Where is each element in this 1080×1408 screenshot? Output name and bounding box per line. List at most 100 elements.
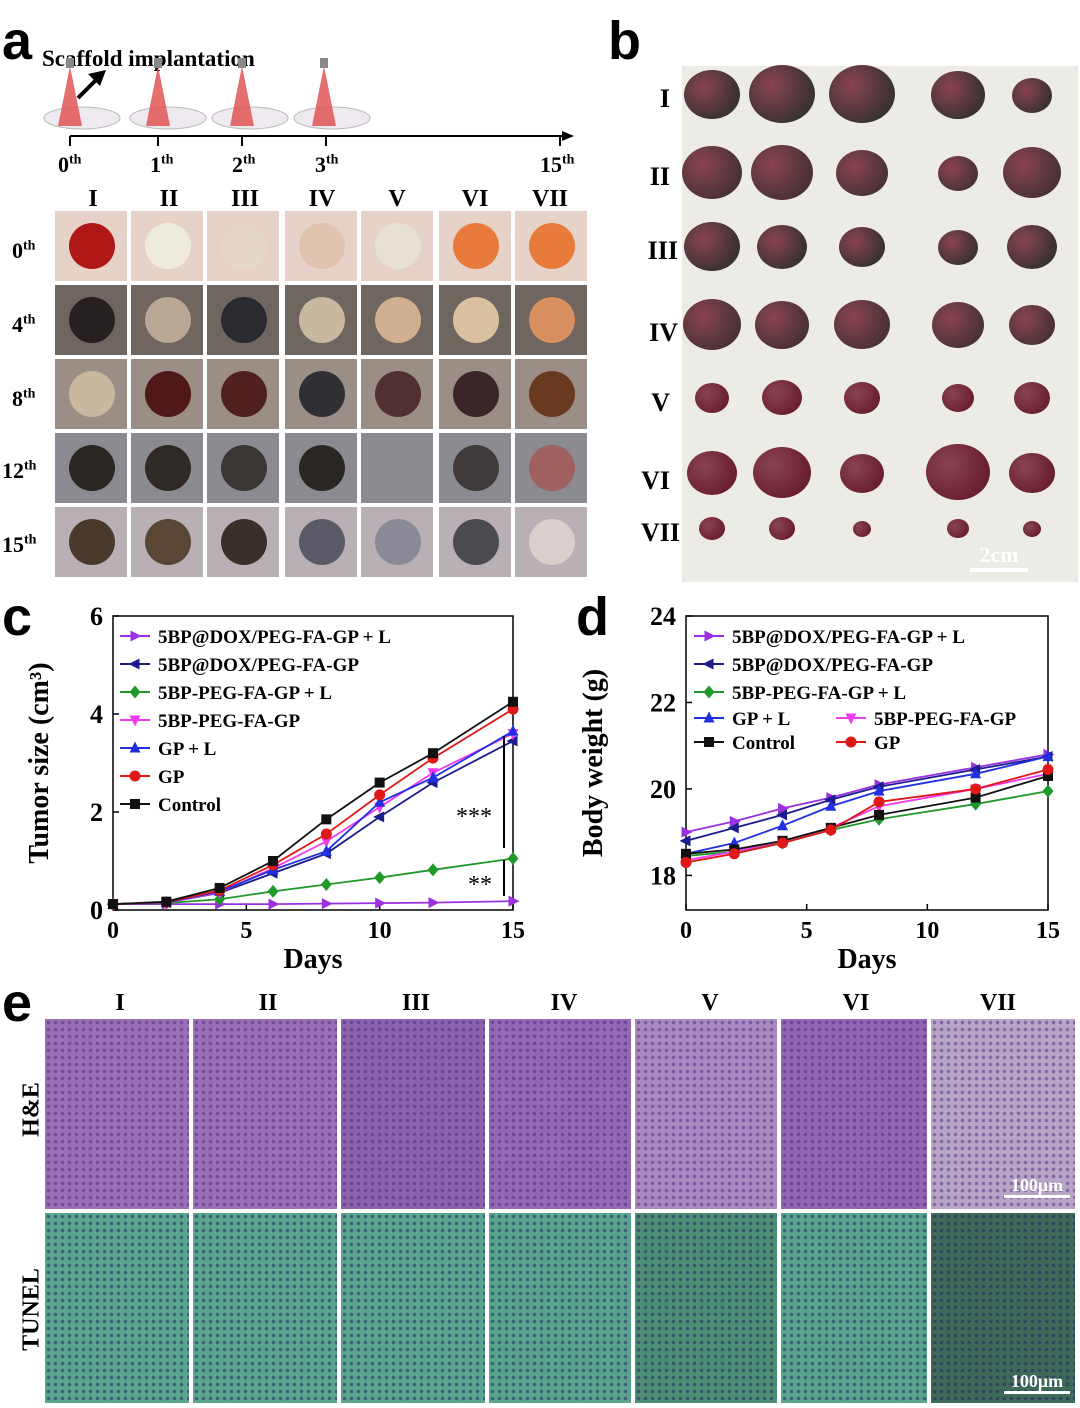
d-legend-item-2: 5BP-PEG-FA-GP + L (694, 683, 906, 704)
d-legend-marker-3 (703, 711, 715, 723)
tumor-r1-c4 (1003, 147, 1061, 199)
mouse-icon-3 (293, 58, 371, 130)
a-row-4: 4th (12, 312, 36, 337)
d-ytick-label-20: 20 (650, 775, 676, 804)
d-point-6-5 (970, 783, 982, 795)
mouse-icon-1 (129, 58, 207, 130)
c-series-line-2 (112, 857, 514, 906)
d-legend-item-5: Control (694, 733, 795, 754)
tumor-r3-c3 (932, 302, 984, 348)
c-point-4-5 (374, 795, 386, 807)
timeline-graphic (43, 58, 574, 146)
tunel-image-3 (488, 1212, 632, 1404)
d-point-6-0 (680, 856, 692, 868)
tumor-r2-c3 (938, 230, 978, 266)
tumor-r5-c0 (687, 451, 737, 495)
wound-photo-r1-c6 (514, 284, 588, 356)
wound-photo-r4-c4 (360, 506, 434, 578)
d-point-1-3 (824, 794, 836, 806)
d-point-0-0 (681, 826, 693, 838)
wound-photo-r4-c3 (284, 506, 358, 578)
b-row-III: III (647, 236, 678, 265)
wound-photo-r3-c5 (438, 432, 512, 504)
c-point-5-4 (320, 828, 332, 840)
d-point-0-2 (778, 802, 790, 814)
c-point-2-7 (507, 852, 519, 866)
tumor-r5-c3 (926, 444, 990, 501)
d-legend-label-2: 5BP-PEG-FA-GP + L (732, 683, 906, 704)
c-point-6-3 (268, 856, 278, 866)
c-point-2-6 (427, 863, 439, 877)
c-legend-marker-4 (129, 741, 141, 753)
tumor-r4-c1 (762, 380, 802, 416)
timeline-tick-15: 15th (540, 152, 575, 177)
c-point-6-4 (321, 814, 332, 825)
wound-photo-r4-c5 (438, 506, 512, 578)
tumor-r1-c0 (682, 146, 742, 199)
wound-photo-r0-c1 (130, 210, 204, 282)
d-series-6 (680, 763, 1054, 868)
d-legend-label-4: 5BP-PEG-FA-GP (874, 709, 1017, 730)
c-point-0-3 (268, 898, 280, 910)
wound-photo-r0-c2 (206, 210, 280, 282)
tumor-r2-c2 (839, 227, 885, 268)
e-col-I: I (115, 990, 125, 1016)
tumor-r5-c2 (840, 454, 884, 493)
c-annotation-2: ** (468, 872, 492, 898)
tunel-image-0 (44, 1212, 190, 1404)
d-legend-label-0: 5BP@DOX/PEG-FA-GP + L (732, 627, 965, 648)
tumor-r6-c1 (769, 517, 795, 540)
d-legend-marker-2 (703, 685, 715, 699)
a-row-8: 8th (12, 386, 36, 411)
timeline-tick-1: 1th (150, 152, 174, 177)
tunel-image-1 (192, 1212, 338, 1404)
he-image-0 (44, 1018, 190, 1210)
panel-c-letter: c (2, 587, 33, 647)
c-legend-label-6: Control (158, 795, 221, 816)
c-point-3-4 (320, 836, 332, 848)
d-legend-marker-0 (704, 630, 716, 642)
d-xtick-label-5: 5 (801, 918, 813, 944)
wound-photo-r0-c3 (284, 210, 358, 282)
c-point-6-5 (374, 777, 385, 788)
c-legend-label-1: 5BP@DOX/PEG-FA-GP (158, 655, 359, 676)
c-legend-item-0: 5BP@DOX/PEG-FA-GP + L (120, 627, 391, 648)
tumor-r0-c3 (931, 71, 985, 119)
b-row-I: I (659, 84, 670, 113)
c-legend-marker-0 (130, 630, 142, 642)
mouse-icon-0 (43, 58, 121, 130)
d-xtick-label-15: 15 (1036, 918, 1060, 944)
wound-photo-r0-c6 (514, 210, 588, 282)
tumor-r1-c1 (751, 145, 813, 200)
scale-bar-he: 100μm (1004, 1176, 1070, 1198)
tumor-r5-c4 (1009, 453, 1055, 494)
d-point-6-6 (1042, 763, 1054, 775)
d-point-5-4 (874, 809, 885, 820)
c-point-6-7 (508, 696, 518, 707)
c-legend-item-2: 5BP-PEG-FA-GP + L (120, 683, 332, 704)
d-series-line-4 (685, 772, 1049, 862)
c-series-line-0 (113, 900, 514, 906)
row-label-he: H&E (18, 1082, 45, 1137)
c-legend-item-3: 5BP-PEG-FA-GP (120, 711, 301, 732)
c-point-2-5 (374, 871, 386, 885)
d-point-0-1 (729, 815, 741, 827)
c-point-1-5 (373, 811, 385, 823)
wound-photo-r3-c6 (514, 432, 588, 504)
tumor-r3-c0 (683, 299, 741, 351)
c-point-2-4 (320, 878, 332, 892)
d-legend-item-4: 5BP-PEG-FA-GP (836, 709, 1017, 730)
row-label-tunel: TUNEL (18, 1268, 45, 1351)
b-row-VII: VII (640, 518, 680, 547)
c-point-4-6 (427, 771, 439, 783)
c-legend-item-4: GP + L (120, 739, 216, 760)
tumor-r1-c2 (836, 150, 888, 196)
c-point-4-4 (320, 844, 332, 856)
panel-b-letter: b (608, 11, 641, 71)
c-series-line-6 (112, 700, 514, 906)
c-xtick-label-15: 15 (501, 918, 525, 944)
timeline-tick-2: 2th (232, 152, 256, 177)
d-legend-item-1: 5BP@DOX/PEG-FA-GP (694, 655, 933, 676)
c-series-6 (108, 696, 518, 910)
tumor-size-chart: 0 5 10 15 0 2 4 6 Days Tumor size (cm³) 5BP@DOX/PE… (24, 602, 525, 975)
